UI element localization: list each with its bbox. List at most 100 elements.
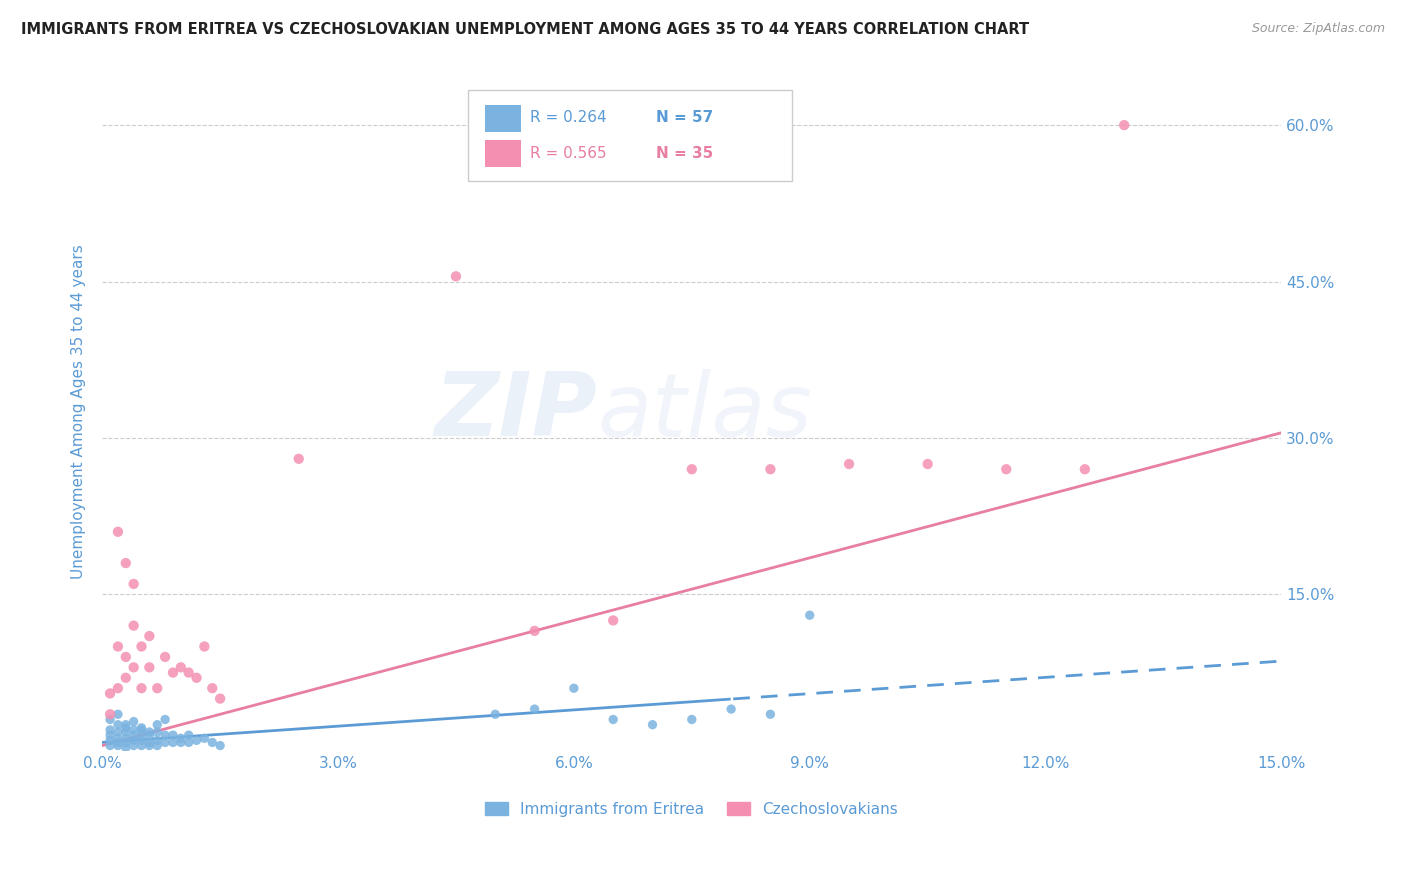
- Point: [131, 723, 153, 737]
- Point: [162, 735, 184, 749]
- Text: R = 0.565: R = 0.565: [530, 146, 607, 161]
- Point: [98, 739, 121, 753]
- Point: [201, 681, 224, 696]
- Point: [720, 702, 742, 716]
- Point: [131, 681, 153, 696]
- Point: [759, 707, 782, 722]
- Point: [131, 739, 153, 753]
- Point: [107, 725, 129, 739]
- Point: [186, 733, 208, 747]
- Point: [138, 735, 160, 749]
- Point: [193, 640, 215, 654]
- Point: [177, 728, 200, 742]
- Point: [170, 731, 193, 746]
- Point: [122, 728, 145, 742]
- Point: [146, 725, 169, 739]
- Point: [602, 614, 624, 628]
- Legend: Immigrants from Eritrea, Czechoslovakians: Immigrants from Eritrea, Czechoslovakian…: [479, 796, 904, 823]
- Point: [107, 739, 129, 753]
- Point: [114, 725, 136, 739]
- Text: N = 35: N = 35: [657, 146, 714, 161]
- Point: [122, 739, 145, 753]
- Point: [107, 707, 129, 722]
- Point: [523, 702, 546, 716]
- Point: [146, 733, 169, 747]
- Point: [177, 665, 200, 680]
- Point: [162, 665, 184, 680]
- Point: [122, 660, 145, 674]
- Point: [138, 728, 160, 742]
- Point: [146, 717, 169, 731]
- Point: [153, 713, 176, 727]
- FancyBboxPatch shape: [468, 90, 792, 181]
- Point: [681, 462, 703, 476]
- Point: [114, 731, 136, 746]
- Y-axis label: Unemployment Among Ages 35 to 44 years: Unemployment Among Ages 35 to 44 years: [72, 244, 86, 579]
- Point: [114, 556, 136, 570]
- Point: [138, 629, 160, 643]
- Point: [98, 713, 121, 727]
- Point: [153, 735, 176, 749]
- Point: [114, 735, 136, 749]
- Point: [98, 686, 121, 700]
- Point: [114, 717, 136, 731]
- Point: [562, 681, 585, 696]
- Point: [201, 735, 224, 749]
- Text: IMMIGRANTS FROM ERITREA VS CZECHOSLOVAKIAN UNEMPLOYMENT AMONG AGES 35 TO 44 YEAR: IMMIGRANTS FROM ERITREA VS CZECHOSLOVAKI…: [21, 22, 1029, 37]
- Point: [122, 714, 145, 729]
- Point: [153, 728, 176, 742]
- Text: ZIP: ZIP: [434, 368, 598, 456]
- Point: [146, 739, 169, 753]
- Point: [122, 733, 145, 747]
- Point: [138, 660, 160, 674]
- Point: [444, 269, 467, 284]
- Point: [107, 717, 129, 731]
- Point: [131, 721, 153, 735]
- Point: [138, 739, 160, 753]
- Point: [287, 451, 309, 466]
- Text: atlas: atlas: [598, 369, 813, 455]
- Point: [641, 717, 664, 731]
- Point: [131, 728, 153, 742]
- Point: [209, 739, 232, 753]
- Point: [122, 618, 145, 632]
- Text: R = 0.264: R = 0.264: [530, 110, 607, 125]
- Point: [153, 649, 176, 664]
- Point: [131, 640, 153, 654]
- Point: [114, 649, 136, 664]
- Point: [799, 608, 821, 623]
- Point: [602, 713, 624, 727]
- Point: [114, 721, 136, 735]
- Point: [186, 671, 208, 685]
- Point: [162, 728, 184, 742]
- Text: Source: ZipAtlas.com: Source: ZipAtlas.com: [1251, 22, 1385, 36]
- Point: [995, 462, 1018, 476]
- Bar: [485, 105, 520, 132]
- Point: [122, 723, 145, 737]
- Point: [107, 735, 129, 749]
- Point: [1074, 462, 1097, 476]
- Point: [523, 624, 546, 638]
- Point: [838, 457, 860, 471]
- Point: [131, 733, 153, 747]
- Point: [177, 735, 200, 749]
- Point: [484, 707, 506, 722]
- Point: [193, 731, 215, 746]
- Point: [114, 740, 136, 755]
- Point: [209, 691, 232, 706]
- Point: [98, 723, 121, 737]
- Point: [138, 725, 160, 739]
- Point: [107, 681, 129, 696]
- Bar: [485, 140, 520, 167]
- Point: [114, 671, 136, 685]
- Point: [107, 731, 129, 746]
- Point: [759, 462, 782, 476]
- Point: [98, 707, 121, 722]
- Point: [107, 524, 129, 539]
- Point: [98, 733, 121, 747]
- Point: [170, 735, 193, 749]
- Point: [107, 640, 129, 654]
- Point: [98, 728, 121, 742]
- Point: [1114, 118, 1136, 132]
- Point: [122, 577, 145, 591]
